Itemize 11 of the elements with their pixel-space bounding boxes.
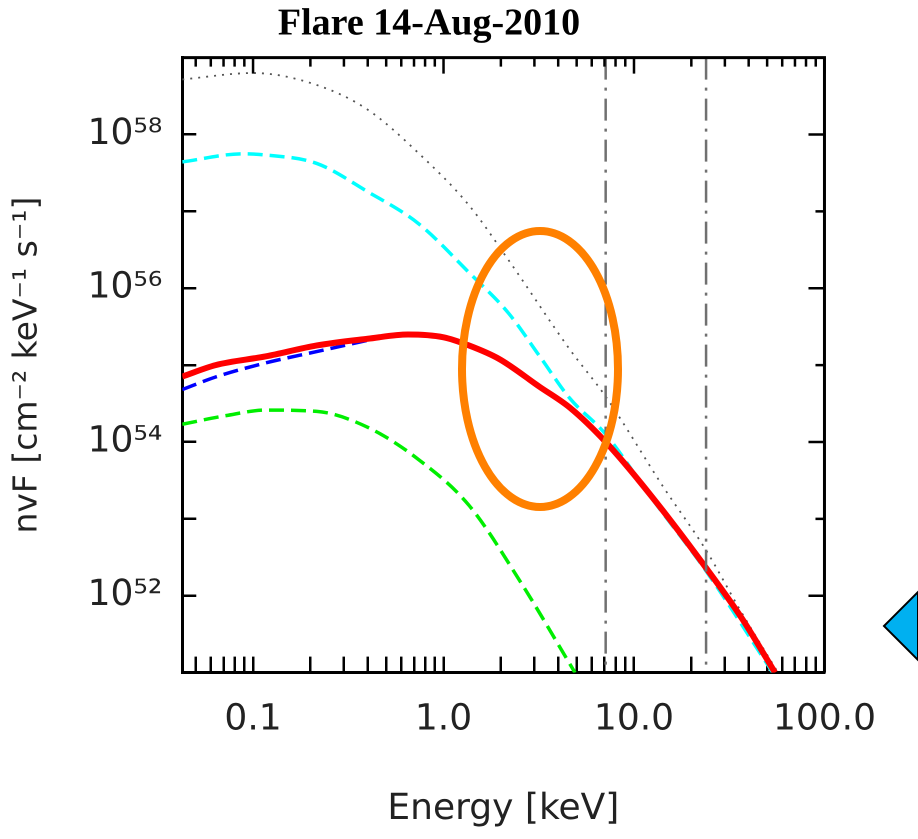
x-tick-label: 1.0 [414, 698, 472, 739]
y-tick-label: 10⁵⁶ [88, 266, 162, 307]
y-tick-label: 10⁵⁸ [88, 112, 162, 153]
x-tick-label: 100.0 [772, 698, 876, 739]
x-tick-label: 0.1 [224, 698, 282, 739]
y-tick-label: 10⁵² [88, 573, 162, 614]
y-tick-label: 10⁵⁴ [88, 419, 162, 460]
x-tick-label: 10.0 [594, 698, 674, 739]
chart-title: Flare 14-Aug-2010 [278, 2, 580, 44]
y-axis-title: nvF [cm⁻² keV⁻¹ s⁻¹] [5, 196, 44, 534]
x-axis-title: Energy [keV] [387, 786, 620, 828]
